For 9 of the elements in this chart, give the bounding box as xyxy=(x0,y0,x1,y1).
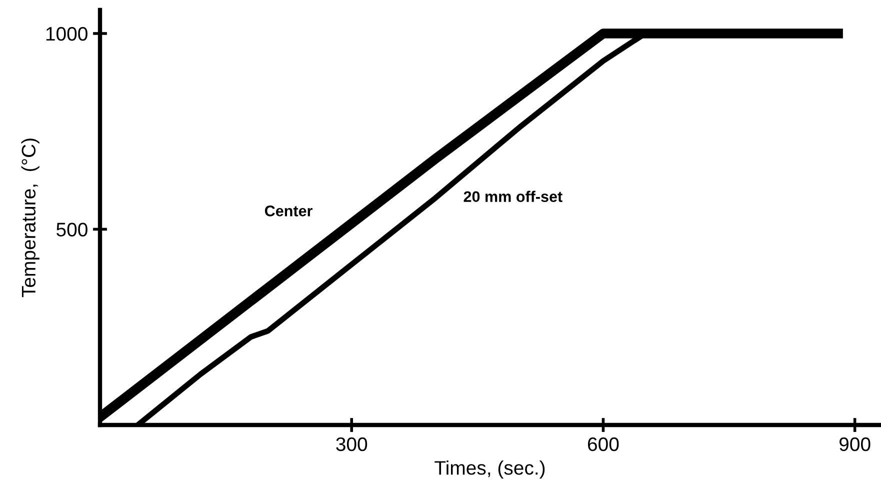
x-axis-title: Times, (sec.) xyxy=(434,460,545,479)
y-axis-title: Temperature, (°C) xyxy=(21,138,40,298)
x-tick-label: 300 xyxy=(336,437,368,452)
x-tick-label: 600 xyxy=(588,437,619,452)
series-label: 20 mm off-set xyxy=(464,190,562,202)
y-tick-label: 1000 xyxy=(46,26,88,41)
x-tick-label: 900 xyxy=(840,437,870,452)
y-tick-label: 500 xyxy=(56,222,88,236)
series-label: Center xyxy=(264,206,312,216)
